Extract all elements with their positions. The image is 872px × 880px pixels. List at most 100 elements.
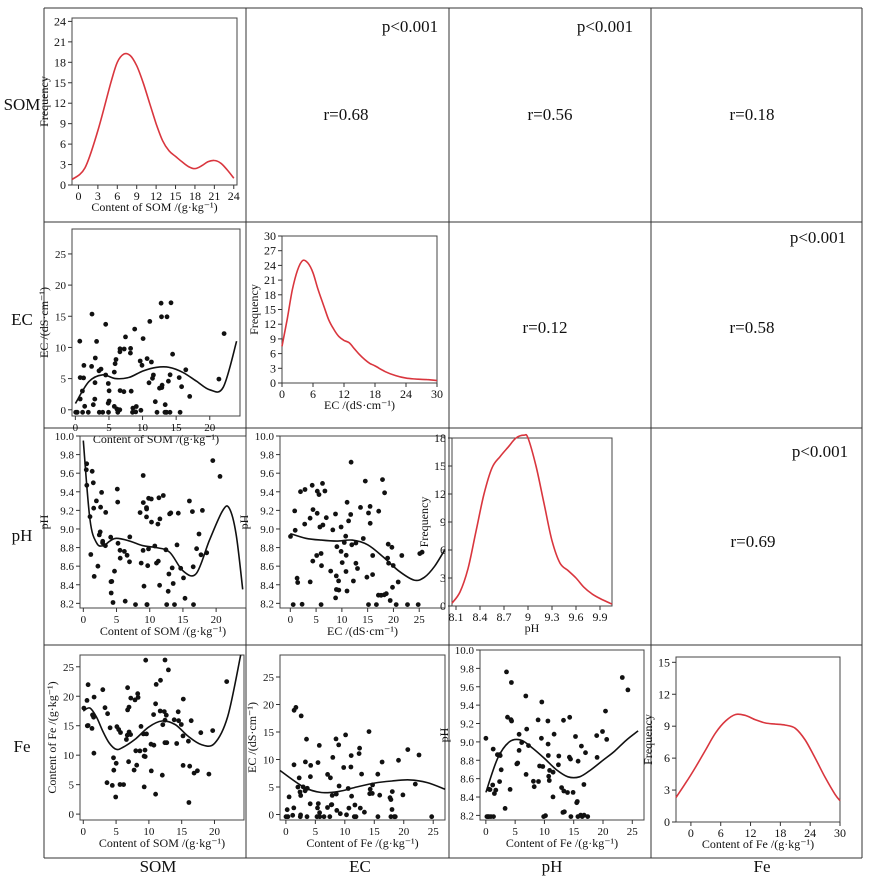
scatter-point (144, 602, 150, 607)
scatter-point (316, 492, 322, 497)
scatter-point (174, 542, 180, 548)
y-tick-label: 9.4 (260, 487, 274, 499)
scatter-point (328, 568, 334, 574)
scatter-point (348, 764, 354, 770)
scatter-point (117, 407, 123, 413)
scatter-point (353, 560, 359, 566)
scatter-point (176, 718, 182, 724)
scatter-point (216, 376, 222, 382)
scatter-point (570, 790, 576, 795)
scatter-point (561, 788, 567, 794)
scatter-point (348, 459, 354, 465)
scatter-point (318, 602, 324, 607)
scatter-point (217, 474, 223, 479)
scatter-point (196, 531, 202, 537)
scatter-point (177, 409, 183, 415)
scatter-point (568, 756, 573, 762)
scatter-point (367, 786, 373, 792)
y-tick-label: 10 (55, 342, 67, 354)
scatter-point (198, 730, 204, 736)
scatter-point (131, 767, 137, 773)
scatter-point (95, 563, 101, 569)
scatter-point (102, 705, 108, 711)
scatter-point (310, 507, 316, 512)
scatter-point (206, 771, 212, 777)
y-tick-label: 21 (54, 35, 66, 49)
scatter-point (377, 792, 383, 798)
scatter-point (348, 512, 354, 517)
scatter-point (374, 602, 379, 607)
scatter-point (556, 753, 562, 759)
scatter-point (357, 805, 363, 811)
scatter-point (367, 791, 373, 797)
scatter-point (379, 759, 385, 765)
scatter-point (200, 508, 205, 513)
scatter-point (594, 733, 600, 738)
plot-frame (675, 656, 841, 823)
x-tick-label: 5 (313, 826, 319, 838)
scatter-point (151, 712, 157, 717)
scatter-point (573, 734, 578, 739)
x-tick-label: 15 (171, 422, 183, 434)
x-tick-label: 12 (150, 189, 162, 203)
y-tick-label: 10.0 (255, 431, 275, 443)
scatter-point (182, 595, 188, 601)
scatter-point (539, 699, 545, 705)
x-tick-label: 3 (95, 189, 101, 203)
scatter-point (80, 409, 85, 415)
scatter-point (575, 758, 581, 764)
scatter-point (344, 499, 350, 505)
y-axis-label: EC /(dS·cm⁻¹) (245, 702, 259, 773)
scatter-point (346, 805, 352, 811)
x-tick-label: 9.3 (545, 610, 560, 624)
scatter-point (175, 709, 181, 715)
x-tick-label: 20 (398, 826, 410, 838)
scatter-point (359, 771, 364, 777)
scatter-point (415, 602, 421, 607)
chart-s-ph-ec: 0 5 10 15 20 25 8.2 8.4 8.6 8.8 9.0 9.2 9.4 9.6 9.8 10.… (237, 431, 446, 638)
scatter-point (416, 752, 422, 758)
scatter-point (154, 409, 160, 415)
scatter-point (108, 534, 114, 540)
scatter-point (170, 351, 176, 357)
density-curve (281, 259, 438, 382)
scatter-point (112, 568, 117, 574)
y-tick-label: 8.2 (60, 598, 74, 610)
x-tick-label: 15 (568, 826, 580, 838)
scatter-point (92, 355, 98, 361)
scatter-point (524, 726, 530, 732)
scatter-point (509, 680, 514, 685)
scatter-point (484, 814, 490, 819)
scatter-point (160, 493, 166, 498)
scatter-point (545, 718, 551, 724)
scatter-point (142, 747, 148, 753)
scatter-point (343, 552, 349, 558)
scatter-point (111, 755, 116, 761)
scatter-point (296, 775, 302, 781)
scatter-point (292, 508, 298, 514)
scatter-point (117, 388, 123, 393)
scatter-point (395, 579, 401, 585)
scatter-point (387, 795, 393, 801)
scatter-point (140, 548, 146, 553)
x-axis-label: pH (525, 621, 540, 635)
scatter-point (540, 764, 546, 769)
scatter-point (157, 582, 163, 588)
scatter-point (378, 592, 384, 598)
scatter-point (117, 782, 123, 787)
scatter-point (84, 698, 90, 703)
plot-frame (451, 437, 613, 607)
scatter-point (568, 814, 574, 819)
scatter-point (516, 731, 522, 737)
y-tick-label: 8.2 (260, 598, 274, 610)
scatter-point (323, 515, 329, 521)
y-tick-label: 15 (54, 76, 66, 90)
scatter-point (106, 398, 112, 404)
y-axis-label: Frequency (37, 76, 51, 127)
scatter-point (380, 477, 385, 482)
scatter-point (502, 806, 508, 811)
scatter-point (141, 784, 147, 790)
scatter-point (139, 362, 145, 368)
y-tick-label: 30 (264, 229, 276, 243)
scatter-point (176, 375, 182, 380)
